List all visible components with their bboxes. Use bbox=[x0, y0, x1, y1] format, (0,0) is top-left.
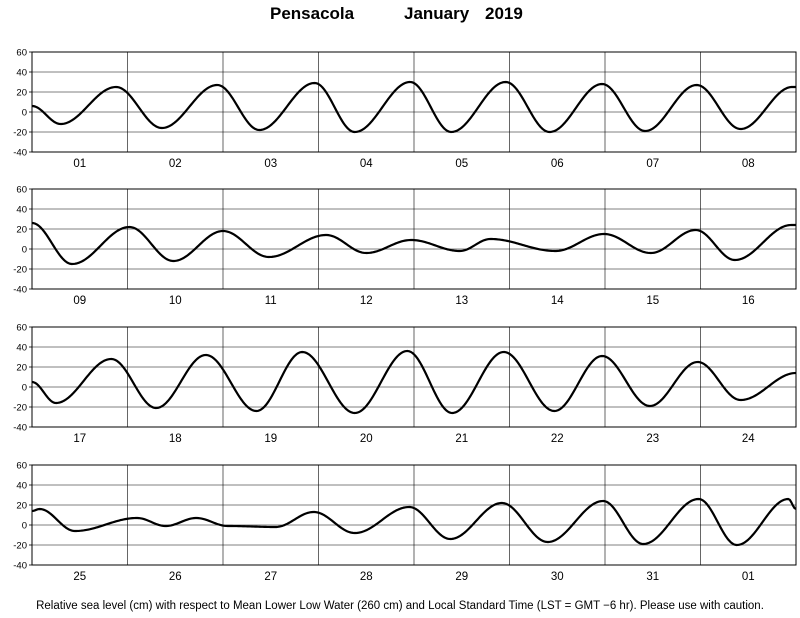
y-tick-label: 0 bbox=[22, 108, 27, 119]
y-tick-label: -40 bbox=[13, 423, 27, 434]
day-label: 17 bbox=[73, 433, 86, 445]
y-tick-label: 40 bbox=[16, 205, 27, 216]
y-tick-label: 0 bbox=[22, 521, 27, 532]
panel-frame bbox=[31, 326, 797, 428]
day-label: 19 bbox=[264, 433, 277, 445]
day-label: 16 bbox=[742, 295, 755, 307]
y-tick-label: 40 bbox=[16, 68, 27, 79]
tide-line bbox=[31, 221, 796, 266]
y-tick-label: -40 bbox=[13, 561, 27, 572]
y-tick-label: 60 bbox=[16, 48, 27, 59]
day-label: 31 bbox=[646, 571, 659, 583]
y-tick-label: 20 bbox=[16, 88, 27, 99]
day-label: 15 bbox=[646, 295, 659, 307]
y-tick-label: 20 bbox=[16, 225, 27, 236]
footer-note: Relative sea level (cm) with respect to … bbox=[36, 600, 764, 612]
day-label: 01 bbox=[73, 158, 86, 170]
day-label: 18 bbox=[169, 433, 182, 445]
day-label: 14 bbox=[551, 295, 564, 307]
y-tick-label: -20 bbox=[13, 541, 27, 552]
y-tick-label: -40 bbox=[13, 285, 27, 296]
station-name: Pensacola bbox=[270, 4, 355, 23]
tide-line bbox=[31, 349, 797, 415]
day-label: 22 bbox=[551, 433, 564, 445]
day-label: 21 bbox=[455, 433, 468, 445]
day-label: 02 bbox=[169, 158, 182, 170]
tide-line bbox=[31, 80, 796, 134]
day-label: 04 bbox=[360, 158, 373, 170]
y-tick-label: -20 bbox=[13, 403, 27, 414]
day-label: 08 bbox=[742, 158, 755, 170]
day-label: 26 bbox=[169, 571, 182, 583]
y-tick-label: -40 bbox=[13, 148, 27, 159]
y-tick-label: 20 bbox=[16, 363, 27, 374]
day-label: 13 bbox=[455, 295, 468, 307]
day-label: 09 bbox=[73, 295, 86, 307]
day-label: 23 bbox=[646, 433, 659, 445]
day-label: 10 bbox=[169, 295, 182, 307]
day-label: 30 bbox=[551, 571, 564, 583]
panel-frame bbox=[31, 51, 797, 153]
y-tick-label: 60 bbox=[16, 323, 27, 334]
day-label: 12 bbox=[360, 295, 373, 307]
day-label: 25 bbox=[73, 571, 86, 583]
month-name: January bbox=[404, 4, 470, 23]
y-tick-label: 20 bbox=[16, 501, 27, 512]
day-label: 29 bbox=[455, 571, 468, 583]
panel-frame bbox=[31, 188, 797, 290]
y-tick-label: 0 bbox=[22, 245, 27, 256]
y-tick-label: 40 bbox=[16, 343, 27, 354]
day-label: 20 bbox=[360, 433, 373, 445]
day-label: 24 bbox=[742, 433, 755, 445]
day-label: 07 bbox=[646, 158, 659, 170]
day-label: 11 bbox=[265, 295, 277, 307]
y-tick-label: 0 bbox=[22, 383, 27, 394]
chart-title: Pensacola January 2019 bbox=[0, 4, 800, 28]
y-tick-label: -20 bbox=[13, 265, 27, 276]
day-label: 06 bbox=[551, 158, 564, 170]
day-label: 01 bbox=[742, 571, 755, 583]
day-label: 28 bbox=[360, 571, 373, 583]
y-tick-label: 60 bbox=[16, 461, 27, 472]
day-label: 05 bbox=[455, 158, 468, 170]
panel-frame bbox=[31, 464, 797, 566]
y-tick-label: 60 bbox=[16, 185, 27, 196]
y-tick-label: -20 bbox=[13, 128, 27, 139]
y-tick-label: 40 bbox=[16, 481, 27, 492]
day-label: 27 bbox=[264, 571, 277, 583]
day-label: 03 bbox=[264, 158, 277, 170]
year-label: 2019 bbox=[485, 4, 523, 23]
tide-line bbox=[31, 497, 797, 547]
